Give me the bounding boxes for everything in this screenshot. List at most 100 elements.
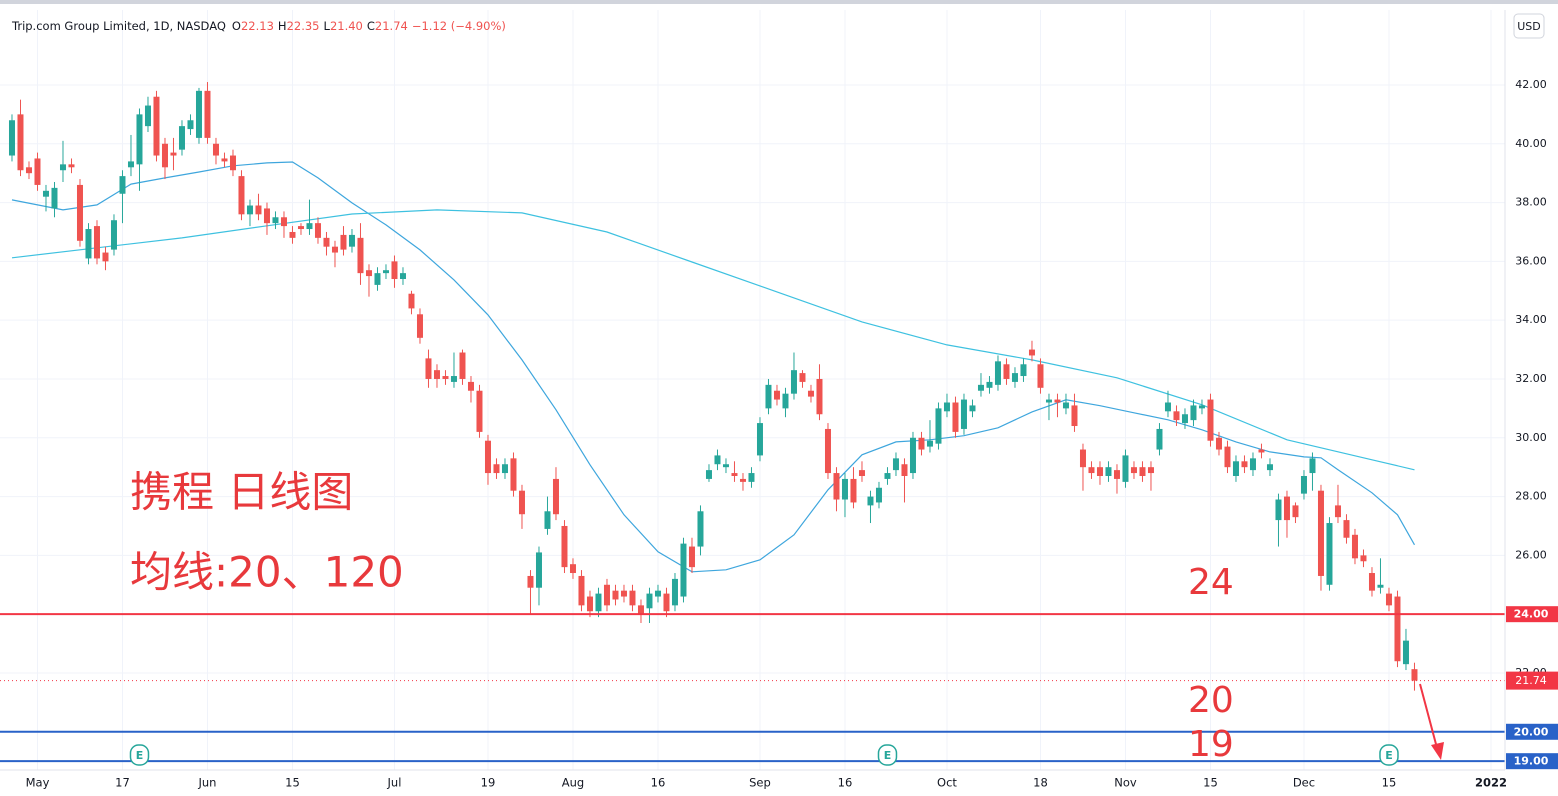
candle-body [1147,467,1154,474]
candle-body [1317,490,1324,576]
candle-body [850,478,857,503]
candle-body [824,428,831,474]
currency-button[interactable] [1513,13,1545,39]
candle-body [765,384,772,409]
candle-body [331,246,338,253]
candle-body [875,487,882,503]
ohlc-label: H [278,19,287,33]
candle-body [552,478,559,515]
y-tick-label: 32.00 [1515,372,1547,385]
candle-body [51,187,58,209]
candle-body [161,143,168,168]
candle-body [1028,349,1035,356]
candle-body [535,552,542,588]
candle-body [637,605,644,615]
x-tick-label: Jul [387,776,402,790]
candle-body [272,217,279,224]
candle-body [416,314,423,338]
candle-body [986,381,993,388]
candle-body [977,384,984,391]
level-label-box [1506,606,1558,623]
last-price-box [1506,671,1558,690]
candle-body [748,473,755,482]
annotation: 均线:20、120 [130,548,404,597]
candle-body [918,437,925,450]
candle-body [1113,470,1120,479]
earnings-label: E [884,749,892,762]
x-tick-label: Jun [197,776,216,790]
x-tick-label: 2022 [1475,776,1507,790]
top-border [0,0,1558,4]
candle-body [425,358,432,379]
candle-body [1275,499,1282,521]
currency[interactable]: USD [1517,20,1541,33]
last-price-label: 21.74 [1515,674,1547,687]
y-tick-label: 30.00 [1515,431,1547,444]
candle-body [1368,573,1375,591]
candle-body [1190,405,1197,421]
candle-body [1360,555,1367,562]
candle-body [799,373,806,382]
earnings-label: E [136,749,144,762]
x-tick-label: 19 [481,776,496,790]
candle-body [1292,505,1299,518]
level-label: 24.00 [1514,608,1549,621]
candle-body [187,120,194,130]
candle-body [34,158,41,185]
candle-body [790,370,797,394]
candle-body [144,105,151,127]
candle-body [807,390,814,397]
x-tick-label: 15 [1382,776,1397,790]
x-tick-label: May [26,776,50,790]
x-tick-label: 18 [1033,776,1048,790]
candle-body [671,578,678,606]
ohlc-label: L [324,19,331,33]
candle-body [680,543,687,597]
candle-body [688,546,695,568]
candle-body [527,575,534,588]
x-tick-label: Nov [1114,776,1137,790]
candle-body [646,593,653,609]
candle-body [1343,520,1350,538]
candle-body [884,473,891,479]
candle-body [1326,523,1333,585]
candle-body [204,90,211,138]
axes: 22.0024.0026.0028.0030.0032.0034.0036.00… [26,78,1558,790]
ohlc-label: O [232,19,241,33]
candle-body [102,252,109,262]
candle-body [569,564,576,574]
y-tick-label: 28.00 [1515,490,1547,503]
candle-body [1096,467,1103,476]
candle-body [663,593,670,612]
candle-body [1385,593,1392,606]
candle-body [578,575,585,606]
candle-body [229,155,236,171]
candle-body [1139,467,1146,476]
candle-body [1020,364,1027,377]
candle-body [816,378,823,415]
candle-body [399,273,406,280]
annotation: 24 [1188,562,1234,603]
candle-body [586,596,593,612]
candle-body [1258,449,1265,453]
candle-body [603,584,610,606]
arrow-head [1431,742,1444,760]
level-label: 20.00 [1514,725,1549,738]
candle-body [1088,467,1095,474]
candle-body [221,158,228,162]
candle-body [1156,428,1163,450]
candle-body [909,437,916,474]
candle-body [1215,437,1222,450]
candle-body [246,205,253,215]
candle-body [901,464,908,476]
candle-body [1079,449,1086,468]
change: −1.12 (−4.90%) [412,19,506,33]
moving-average [11,209,1415,471]
candle-body [782,393,789,409]
candle-body [1173,411,1180,421]
candle-body [1334,505,1341,518]
candle-body [1071,405,1078,427]
candle-body [1249,458,1256,471]
candle-body [654,590,661,597]
